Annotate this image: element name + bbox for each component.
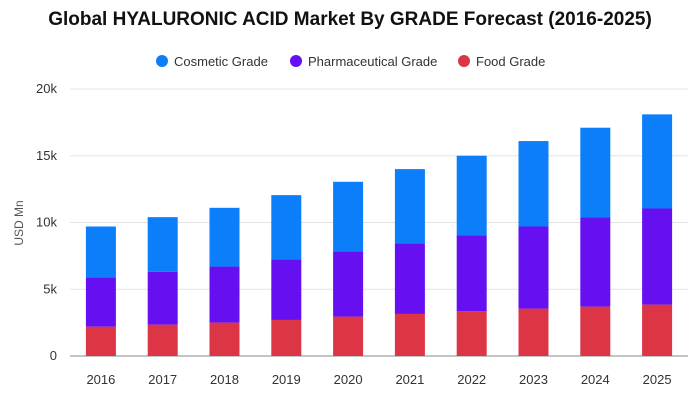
- x-tick-label: 2025: [643, 372, 672, 387]
- bar-food-grade-2020[interactable]: [333, 316, 364, 356]
- y-tick-label: 15k: [36, 148, 57, 163]
- x-tick-label: 2019: [272, 372, 301, 387]
- bar-pharmaceutical-grade-2022[interactable]: [456, 235, 487, 312]
- bar-pharmaceutical-grade-2016[interactable]: [85, 277, 116, 327]
- x-tick-label: 2018: [210, 372, 239, 387]
- y-tick-label: 10k: [36, 215, 57, 230]
- bar-cosmetic-grade-2023[interactable]: [518, 141, 549, 227]
- bars: [85, 114, 673, 356]
- bar-food-grade-2024[interactable]: [580, 306, 611, 356]
- chart-title: Global HYALURONIC ACID Market By GRADE F…: [48, 9, 652, 30]
- y-axis-ticks: 0 5k 10k 15k 20k: [36, 81, 57, 363]
- bar-pharmaceutical-grade-2017[interactable]: [147, 271, 178, 325]
- legend-label-cosmetic-grade[interactable]: Cosmetic Grade: [174, 54, 268, 69]
- bar-cosmetic-grade-2022[interactable]: [456, 155, 487, 236]
- x-tick-label: 2022: [457, 372, 486, 387]
- y-tick-label: 5k: [43, 281, 57, 296]
- x-tick-label: 2020: [334, 372, 363, 387]
- bar-pharmaceutical-grade-2020[interactable]: [333, 251, 364, 317]
- bar-pharmaceutical-grade-2024[interactable]: [580, 217, 611, 307]
- bar-cosmetic-grade-2019[interactable]: [271, 195, 302, 260]
- x-tick-label: 2017: [148, 372, 177, 387]
- bar-food-grade-2023[interactable]: [518, 308, 549, 356]
- legend-label-pharmaceutical-grade[interactable]: Pharmaceutical Grade: [308, 54, 437, 69]
- bar-food-grade-2021[interactable]: [394, 313, 425, 356]
- legend-swatch-pharmaceutical-grade[interactable]: [290, 55, 302, 67]
- bar-cosmetic-grade-2020[interactable]: [333, 181, 364, 252]
- bar-pharmaceutical-grade-2021[interactable]: [394, 243, 425, 314]
- legend-label-food-grade[interactable]: Food Grade: [476, 54, 545, 69]
- bar-food-grade-2018[interactable]: [209, 322, 240, 356]
- bar-food-grade-2022[interactable]: [456, 311, 487, 356]
- bar-pharmaceutical-grade-2025[interactable]: [642, 208, 673, 305]
- y-axis-title: USD Mn: [12, 200, 26, 245]
- bar-cosmetic-grade-2016[interactable]: [85, 226, 116, 278]
- x-tick-label: 2023: [519, 372, 548, 387]
- bar-cosmetic-grade-2024[interactable]: [580, 127, 611, 218]
- bar-food-grade-2017[interactable]: [147, 324, 178, 356]
- bar-pharmaceutical-grade-2023[interactable]: [518, 226, 549, 309]
- legend: Cosmetic Grade Pharmaceutical Grade Food…: [156, 54, 545, 69]
- bar-food-grade-2019[interactable]: [271, 319, 302, 356]
- bar-cosmetic-grade-2017[interactable]: [147, 217, 178, 272]
- bar-cosmetic-grade-2021[interactable]: [394, 169, 425, 244]
- x-tick-label: 2021: [395, 372, 424, 387]
- bar-food-grade-2025[interactable]: [642, 304, 673, 356]
- bar-food-grade-2016[interactable]: [85, 326, 116, 356]
- legend-swatch-food-grade[interactable]: [458, 55, 470, 67]
- bar-pharmaceutical-grade-2019[interactable]: [271, 259, 302, 320]
- x-axis-ticks: 2016 2017 2018 2019 2020 2021 2022 2023 2024 2025: [86, 372, 671, 387]
- y-tick-label: 20k: [36, 81, 57, 96]
- y-tick-label: 0: [50, 348, 57, 363]
- bar-pharmaceutical-grade-2018[interactable]: [209, 266, 240, 323]
- x-tick-label: 2024: [581, 372, 610, 387]
- bar-cosmetic-grade-2025[interactable]: [642, 114, 673, 209]
- bar-cosmetic-grade-2018[interactable]: [209, 207, 240, 267]
- legend-swatch-cosmetic-grade[interactable]: [156, 55, 168, 67]
- x-tick-label: 2016: [86, 372, 115, 387]
